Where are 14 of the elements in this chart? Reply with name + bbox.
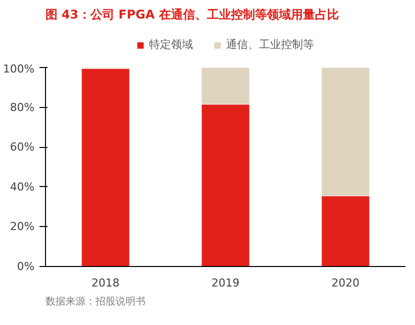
x-tick-label: 2020 <box>332 276 360 290</box>
y-tick-label: 40% <box>10 180 35 194</box>
y-tick-label: 20% <box>10 220 35 234</box>
x-tick-label: 2019 <box>212 276 240 290</box>
y-tick-label: 60% <box>10 140 35 154</box>
y-tick-label: 0% <box>17 260 34 273</box>
source-note: 数据来源：招股说明书 <box>46 296 146 308</box>
y-tick-label: 100% <box>3 62 35 76</box>
legend-label: 特定领域 <box>149 37 193 52</box>
x-tick-label: 2018 <box>92 276 120 290</box>
y-tick-label: 80% <box>10 100 35 114</box>
bar <box>81 68 130 266</box>
legend-label: 通信、工业控制等 <box>226 37 314 52</box>
chart-title: 图 43：公司 FPGA 在通信、工业控制等领域用量占比 <box>46 8 339 22</box>
